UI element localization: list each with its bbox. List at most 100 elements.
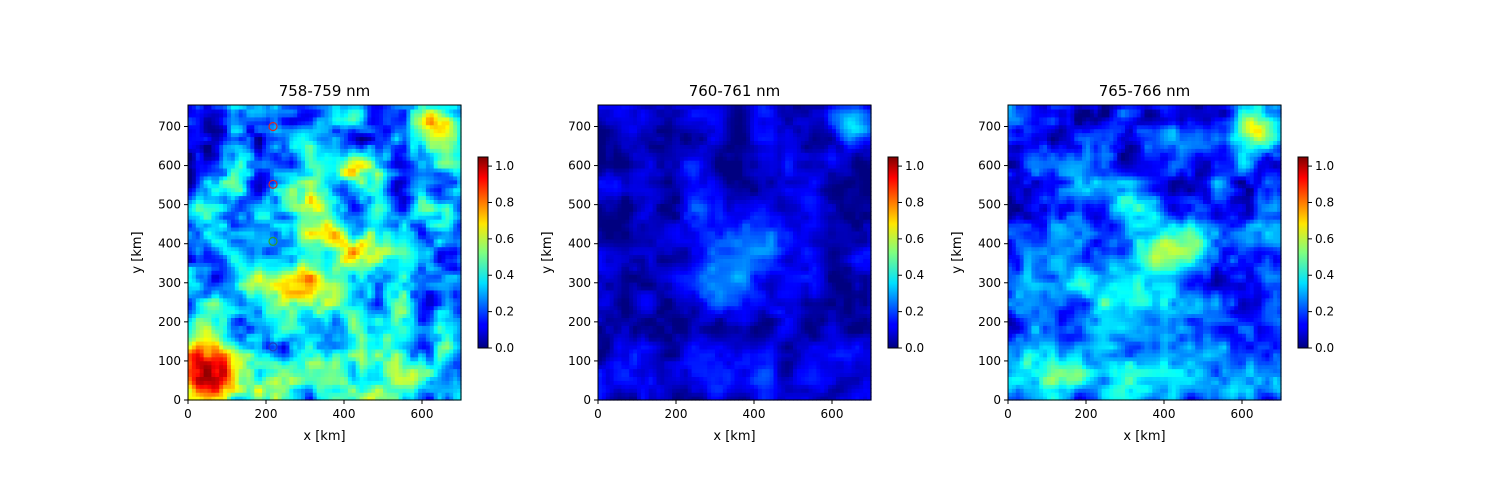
heatmap-cell (402, 352, 407, 358)
heatmap-cell (258, 297, 263, 303)
heatmap-cell (277, 344, 283, 350)
heatmap-cell (266, 344, 271, 350)
heatmap-cell (359, 396, 365, 401)
heatmap-cell (230, 156, 236, 161)
heatmap-cell (312, 317, 318, 322)
heatmap-cell (312, 356, 318, 362)
heatmap-cell (347, 388, 353, 393)
heatmap-cell (191, 262, 197, 267)
heatmap-cell (191, 360, 197, 366)
heatmap-cell (429, 167, 435, 173)
heatmap-cell (422, 211, 427, 216)
heatmap-cell (234, 116, 240, 122)
heatmap-cell (188, 136, 193, 141)
heatmap-cell (242, 321, 248, 326)
heatmap-cell (340, 156, 345, 161)
heatmap-cell (328, 317, 333, 322)
heatmap-cell (289, 313, 294, 318)
heatmap-cell (371, 333, 376, 338)
heatmap-cell (386, 120, 392, 126)
heatmap-cell (351, 380, 357, 385)
heatmap-cell (449, 152, 454, 157)
heatmap-cell (246, 226, 251, 232)
heatmap-cell (269, 270, 275, 275)
heatmap-cell (402, 171, 407, 177)
heatmap-cell (254, 329, 259, 334)
heatmap-cell (351, 333, 357, 338)
heatmap-cell (305, 175, 310, 181)
heatmap-cell (207, 164, 212, 169)
heatmap-cell (422, 195, 427, 200)
heatmap-cell (305, 341, 310, 346)
heatmap-cell (254, 278, 259, 283)
heatmap-cell (367, 203, 372, 208)
heatmap-cell (269, 187, 275, 193)
heatmap-cell (394, 372, 400, 377)
heatmap-cell (258, 364, 263, 370)
heatmap-cell (238, 270, 244, 275)
heatmap-cell (320, 337, 326, 342)
heatmap-cell (273, 175, 279, 181)
heatmap-cell (328, 136, 333, 141)
heatmap-cell (207, 254, 212, 259)
heatmap-cell (371, 203, 376, 208)
heatmap-cell (441, 266, 446, 271)
heatmap-cell (273, 183, 279, 189)
heatmap-cell (402, 160, 407, 165)
heatmap-cell (219, 152, 224, 157)
heatmap-cell (332, 270, 337, 275)
heatmap-cell (328, 309, 333, 315)
heatmap-cell (297, 344, 302, 350)
heatmap-cell (262, 282, 267, 287)
heatmap-cell (414, 219, 419, 224)
heatmap-cell (375, 179, 380, 185)
heatmap-cell (425, 380, 431, 385)
heatmap-cell (242, 124, 248, 130)
heatmap-cell (344, 144, 349, 149)
heatmap-cell (191, 128, 197, 134)
heatmap-cell (429, 179, 435, 185)
heatmap-cell (406, 333, 411, 338)
heatmap-cell (203, 116, 209, 122)
heatmap-cell (425, 144, 431, 149)
heatmap-cell (355, 203, 361, 208)
heatmap-cell (457, 191, 462, 197)
heatmap-cell (242, 140, 248, 145)
heatmap-cell (422, 164, 427, 169)
heatmap-cell (269, 238, 275, 244)
heatmap-cell (308, 242, 314, 248)
heatmap-cell (437, 144, 443, 149)
heatmap-cell (305, 278, 310, 283)
heatmap-cell (386, 148, 392, 153)
heatmap-cell (242, 282, 248, 287)
heatmap-cell (336, 215, 341, 220)
heatmap-cell (219, 293, 224, 299)
heatmap-cell (242, 132, 248, 138)
heatmap-cell (422, 140, 427, 145)
heatmap-cell (215, 246, 220, 252)
heatmap-cell (316, 396, 322, 401)
heatmap-cell (410, 282, 415, 287)
heatmap-cell (289, 368, 294, 374)
heatmap-cell (285, 337, 290, 342)
heatmap-cell (297, 356, 302, 362)
heatmap-cell (383, 262, 388, 267)
heatmap-cell (425, 392, 431, 397)
heatmap-cell (305, 160, 310, 165)
heatmap-cell (250, 120, 255, 126)
heatmap-cell (262, 179, 267, 185)
heatmap-cell (390, 266, 396, 271)
heatmap-cell (262, 293, 267, 299)
heatmap-cell (266, 376, 271, 381)
heatmap-cell (230, 301, 236, 307)
heatmap-cell (437, 246, 443, 252)
heatmap-cell (347, 203, 353, 208)
heatmap-cell (320, 160, 326, 165)
heatmap-cell (242, 305, 248, 311)
heatmap-cell (449, 223, 454, 228)
heatmap-cell (219, 348, 224, 354)
heatmap-cell (351, 242, 357, 248)
heatmap-cell (320, 132, 326, 138)
heatmap-cell (320, 313, 326, 318)
heatmap-cell (383, 199, 388, 204)
